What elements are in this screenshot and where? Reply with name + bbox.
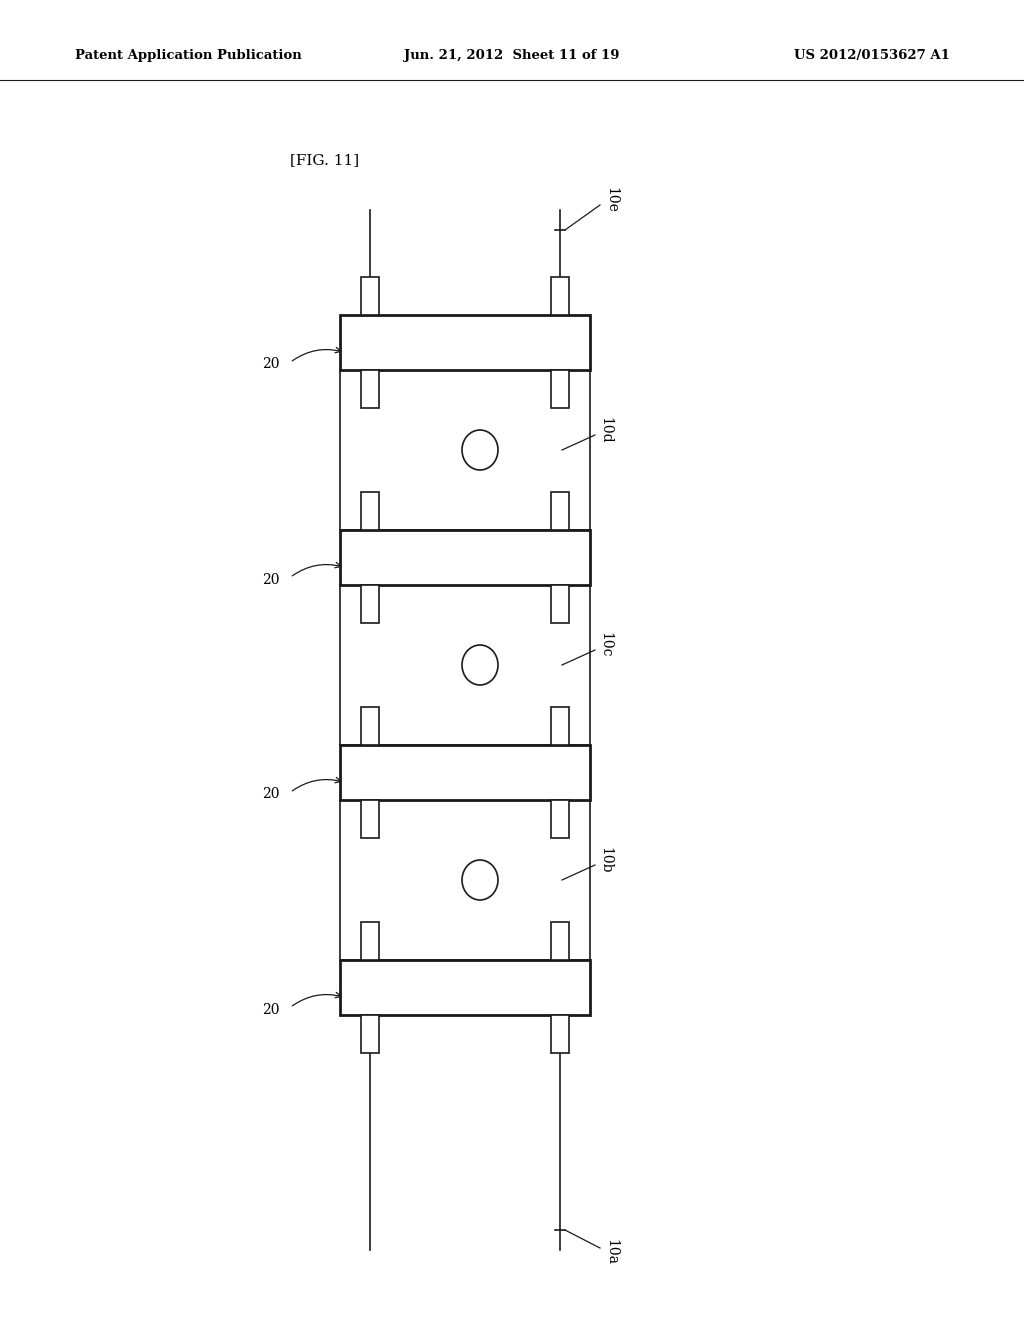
Text: US 2012/0153627 A1: US 2012/0153627 A1 (795, 49, 950, 62)
Bar (551, 708, 569, 744)
Bar (551, 370, 569, 408)
Bar (340, 744, 590, 800)
Bar (551, 492, 569, 531)
Ellipse shape (462, 645, 498, 685)
Bar (551, 800, 569, 838)
Text: Patent Application Publication: Patent Application Publication (75, 49, 302, 62)
Ellipse shape (462, 861, 498, 900)
Text: 20: 20 (262, 358, 280, 371)
Bar (340, 960, 590, 1015)
Text: 10d: 10d (598, 417, 612, 444)
Text: 10e: 10e (604, 187, 618, 213)
Bar (551, 277, 569, 315)
Bar (361, 708, 379, 744)
Bar (361, 585, 379, 623)
Bar (340, 585, 590, 744)
Text: Jun. 21, 2012  Sheet 11 of 19: Jun. 21, 2012 Sheet 11 of 19 (404, 49, 620, 62)
Text: 20: 20 (262, 1002, 280, 1016)
Bar (340, 370, 590, 531)
Bar (361, 800, 379, 838)
Text: 20: 20 (262, 788, 280, 801)
Bar (551, 1015, 569, 1053)
Bar (361, 921, 379, 960)
Bar (361, 492, 379, 531)
Text: 20: 20 (262, 573, 280, 586)
Text: 10b: 10b (598, 846, 612, 874)
Bar (340, 315, 590, 370)
Text: 10c: 10c (598, 632, 612, 657)
Bar (340, 531, 590, 585)
Text: [FIG. 11]: [FIG. 11] (290, 153, 359, 168)
Bar (340, 800, 590, 960)
Bar (361, 370, 379, 408)
Bar (361, 277, 379, 315)
Text: 10a: 10a (604, 1239, 618, 1265)
Ellipse shape (462, 430, 498, 470)
Bar (361, 1015, 379, 1053)
Bar (551, 921, 569, 960)
Bar (551, 585, 569, 623)
